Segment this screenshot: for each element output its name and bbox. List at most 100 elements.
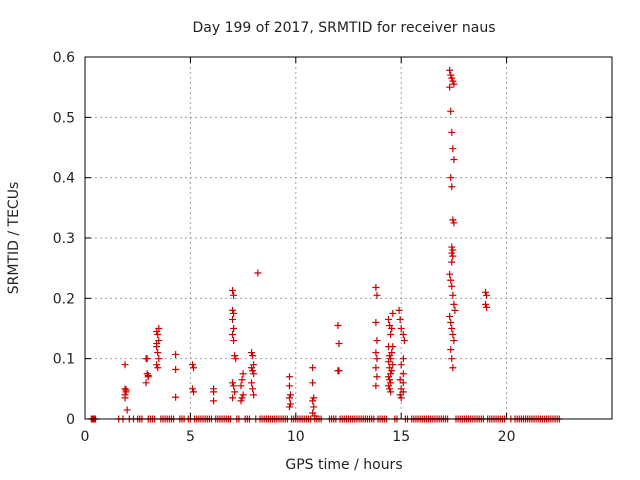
data-point	[448, 183, 456, 191]
y-tick-label: 0.5	[53, 110, 75, 126]
data-point	[309, 397, 317, 405]
data-point	[154, 331, 162, 339]
data-point	[449, 252, 457, 260]
data-point	[448, 325, 456, 332]
x-tick-label: 15	[392, 429, 410, 445]
data-point	[230, 325, 238, 332]
data-point	[482, 288, 490, 296]
axis-ticks: 0 0.1 0.2 0.3 0.4 0.5 0.6 0 5 10 15 20	[53, 50, 612, 445]
data-point	[248, 364, 256, 372]
data-point	[372, 364, 380, 372]
plot-frame	[84, 56, 613, 420]
data-point	[230, 309, 238, 317]
data-point	[388, 367, 396, 375]
data-point	[154, 364, 162, 372]
data-markers	[87, 66, 563, 423]
data-point	[249, 385, 257, 393]
data-point	[373, 373, 381, 381]
data-point	[334, 321, 342, 329]
data-point	[399, 370, 407, 378]
y-tick-label: 0.1	[53, 352, 75, 368]
data-point	[254, 269, 262, 277]
x-tick-label: 20	[498, 429, 516, 445]
data-point	[285, 373, 293, 381]
data-point	[155, 355, 163, 363]
data-point	[239, 391, 247, 399]
data-point	[396, 376, 404, 384]
data-point	[447, 174, 455, 182]
data-point	[250, 391, 258, 399]
data-point	[248, 379, 256, 387]
data-point	[285, 403, 293, 411]
data-point	[285, 382, 293, 390]
y-tick-label: 0.3	[53, 231, 75, 247]
data-point	[144, 372, 152, 380]
data-point	[388, 325, 396, 332]
data-point	[155, 325, 163, 332]
y-tick-label: 0.2	[53, 291, 75, 307]
y-axis-label: SRMTID / TECUs	[6, 182, 22, 295]
data-point	[389, 309, 397, 317]
data-point	[483, 291, 491, 299]
data-point	[189, 385, 197, 393]
data-point	[389, 343, 397, 351]
data-point	[172, 393, 180, 401]
y-tick-label: 0	[66, 412, 75, 428]
data-point	[229, 286, 237, 294]
data-point	[448, 74, 456, 82]
data-point	[121, 361, 129, 369]
data-point	[449, 77, 457, 85]
data-point	[153, 361, 161, 369]
data-point	[483, 303, 491, 311]
data-point	[448, 243, 456, 251]
x-tick-label: 0	[81, 429, 90, 445]
data-point	[229, 306, 237, 314]
data-point	[397, 361, 405, 369]
data-point	[447, 318, 455, 326]
data-point	[450, 156, 458, 164]
data-point	[189, 361, 197, 369]
data-point	[210, 388, 218, 396]
data-point	[386, 376, 394, 384]
data-point	[385, 358, 393, 366]
data-point	[231, 388, 239, 396]
data-point	[449, 216, 457, 224]
data-point	[310, 403, 318, 411]
data-point	[373, 291, 381, 299]
x-axis-label: GPS time / hours	[285, 457, 402, 473]
data-point	[143, 355, 151, 363]
grid-lines	[85, 57, 612, 419]
data-point	[210, 397, 218, 405]
data-point	[230, 382, 238, 390]
data-point	[285, 394, 293, 402]
data-point	[239, 370, 247, 378]
data-point	[447, 346, 455, 354]
y-tick-label: 0.4	[53, 171, 75, 187]
data-point	[309, 379, 317, 387]
data-point	[142, 379, 150, 387]
data-point	[387, 331, 395, 339]
data-point	[250, 370, 258, 378]
data-point	[451, 306, 459, 314]
data-point	[448, 282, 456, 290]
data-point	[230, 291, 238, 299]
data-point	[249, 367, 257, 375]
data-point	[386, 385, 394, 393]
data-point	[248, 349, 256, 357]
data-point	[154, 349, 162, 357]
data-point	[237, 397, 245, 405]
y-tick-label: 0.6	[53, 50, 75, 66]
data-point	[310, 394, 318, 402]
data-point	[385, 373, 393, 381]
data-point	[385, 315, 393, 323]
data-point	[121, 391, 129, 399]
data-point	[335, 340, 343, 348]
data-point	[448, 258, 456, 266]
data-point	[450, 337, 458, 345]
chart-title: Day 199 of 2017, SRMTID for receiver nau…	[192, 20, 495, 36]
data-point	[238, 394, 246, 402]
data-point	[449, 291, 457, 299]
data-point	[123, 406, 131, 414]
data-point	[446, 270, 454, 278]
data-point	[287, 391, 295, 399]
